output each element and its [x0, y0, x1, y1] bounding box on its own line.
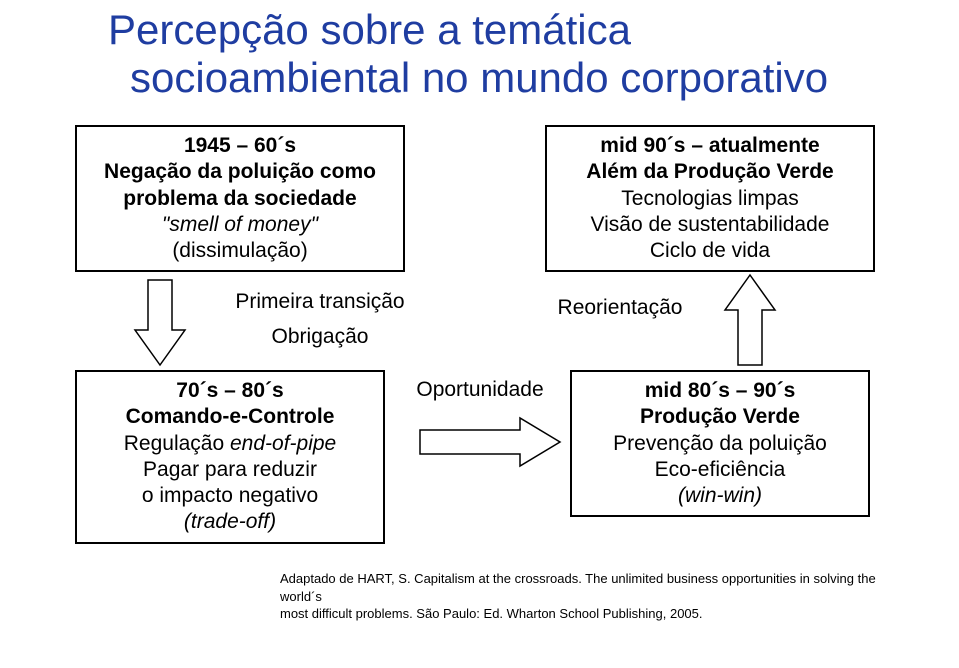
footnote-line1: Adaptado de HART, S. Capitalism at the c…	[280, 571, 876, 604]
box-70s-80s: 70´s – 80´s Comando-e-Controle Regulação…	[75, 370, 385, 544]
title-line-1: Percepção sobre a temática	[108, 6, 631, 54]
transition-oportunidade: Oportunidade	[395, 378, 565, 402]
box-a-sub1: Negação da poluição como	[104, 160, 376, 183]
box-b-line2: Visão de sustentabilidade	[591, 213, 830, 236]
box-c-line2: Pagar para reduzir	[143, 458, 317, 481]
footnote-line2: most difficult problems. São Paulo: Ed. …	[280, 606, 703, 621]
arrow-c-to-d	[420, 418, 560, 466]
box-d-line1: Prevenção da poluição	[613, 432, 827, 455]
transition-obrigacao: Obrigação	[245, 325, 395, 349]
box-c-header: 70´s – 80´s	[176, 379, 283, 402]
transition-reorientacao: Reorientação	[530, 296, 710, 320]
box-d-header: mid 80´s – 90´s	[645, 379, 796, 402]
box-c-line3: o impacto negativo	[142, 484, 318, 507]
footnote: Adaptado de HART, S. Capitalism at the c…	[280, 570, 900, 623]
box-c-line1-b: end-of-pipe	[230, 432, 336, 455]
box-mid-80s-90s: mid 80´s – 90´s Produção Verde Prevenção…	[570, 370, 870, 517]
title-line-2: socioambiental no mundo corporativo	[130, 54, 828, 102]
box-d-sub1: Produção Verde	[640, 405, 800, 428]
box-d-line2: Eco-eficiência	[655, 458, 786, 481]
arrow-d-to-b	[725, 275, 775, 365]
box-b-line3: Ciclo de vida	[650, 239, 770, 262]
box-a-sub2: problema da sociedade	[123, 187, 356, 210]
box-a-line2: (dissimulação)	[172, 239, 307, 262]
box-c-line4: (trade-off)	[184, 510, 276, 533]
arrow-a-to-c	[135, 280, 185, 365]
diagram-stage: Percepção sobre a temática socioambienta…	[0, 0, 959, 668]
box-b-header: mid 90´s – atualmente	[600, 134, 819, 157]
box-b-line1: Tecnologias limpas	[621, 187, 798, 210]
box-b-sub1: Além da Produção Verde	[586, 160, 833, 183]
transition-primeira: Primeira transição	[210, 290, 430, 314]
box-1945-60s: 1945 – 60´s Negação da poluição como pro…	[75, 125, 405, 272]
box-a-header: 1945 – 60´s	[184, 134, 296, 157]
box-c-line1-a: Regulação	[124, 432, 230, 455]
box-c-sub1: Comando-e-Controle	[126, 405, 335, 428]
box-mid-90s: mid 90´s – atualmente Além da Produção V…	[545, 125, 875, 272]
box-d-line3: (win-win)	[678, 484, 762, 507]
box-a-line1: "smell of money"	[162, 213, 318, 236]
